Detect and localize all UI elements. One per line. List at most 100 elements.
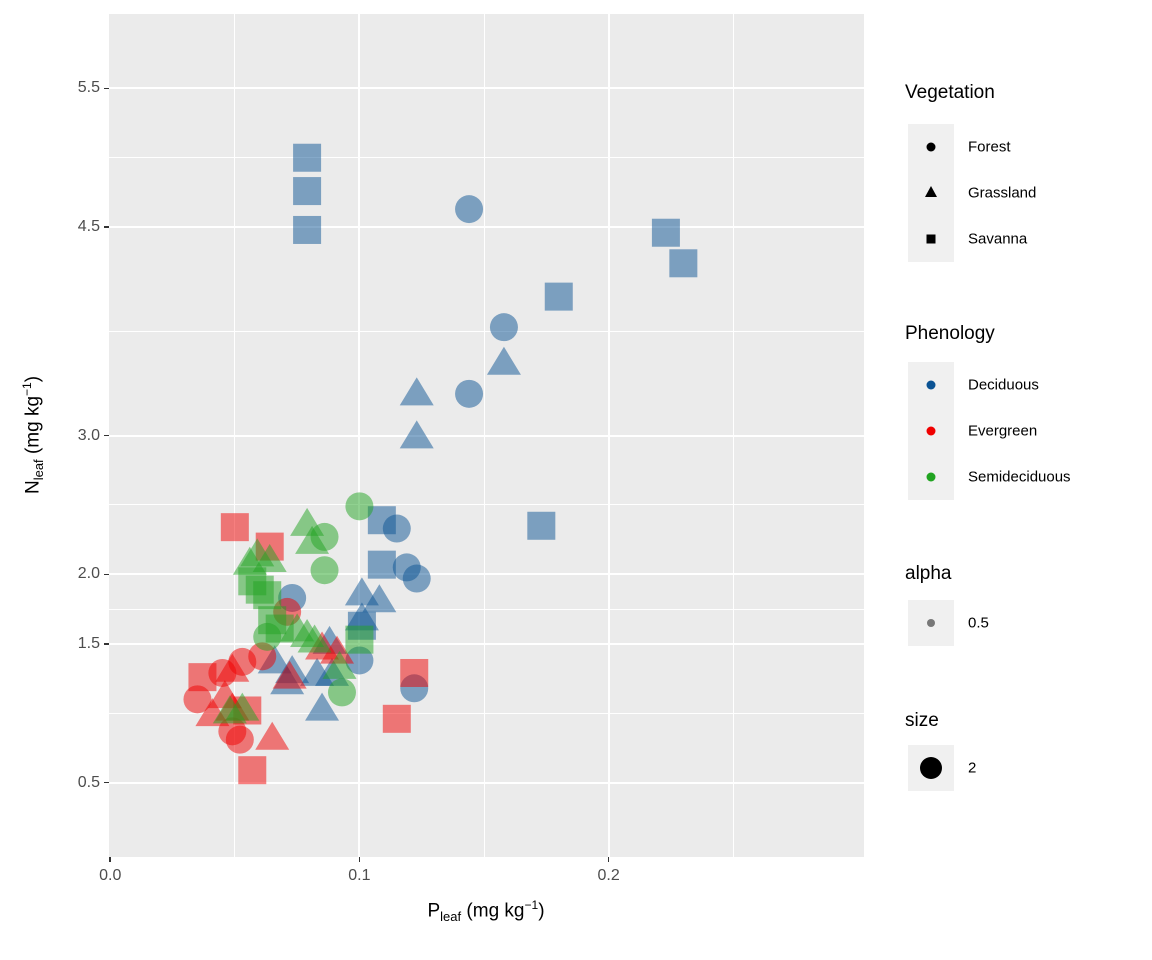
y-tick-label: 5.5 — [77, 79, 100, 97]
triangle-symbol-icon — [925, 186, 937, 197]
gridline-minor — [109, 157, 864, 159]
y-tick-mark — [104, 226, 109, 228]
legend-label-vegetation-0: Forest — [968, 138, 1011, 156]
legend-label-vegetation-1: Grassland — [968, 184, 1037, 202]
x-title-sub: leaf — [440, 909, 462, 925]
point-grassland-evergreen — [319, 635, 354, 664]
point-grassland-semideciduous — [280, 613, 315, 642]
point-savanna-deciduous — [527, 511, 556, 540]
legend-key-alpha-0 — [908, 600, 954, 646]
point-grassland-deciduous — [305, 692, 340, 721]
x-title-mid: (mg kg — [461, 900, 525, 922]
y-title-end: ) — [22, 375, 44, 383]
point-savanna-evergreen — [400, 658, 429, 687]
plot-panel — [109, 14, 864, 857]
point-grassland-evergreen — [215, 653, 250, 682]
point-grassland-semideciduous — [322, 650, 357, 679]
point-forest-semideciduous — [327, 678, 356, 707]
x-tick-mark — [607, 857, 610, 862]
legend-title-size: size — [905, 710, 939, 731]
y-tick-label: 2.0 — [77, 565, 100, 583]
point-savanna-deciduous — [544, 282, 573, 311]
y-title-mid: (mg kg — [22, 395, 44, 460]
circle-symbol-icon — [927, 619, 935, 627]
point-grassland-semideciduous — [290, 507, 325, 536]
point-forest-semideciduous — [310, 556, 339, 585]
legend-label-vegetation-2: Savanna — [968, 230, 1028, 248]
x-tick-label: 0.2 — [597, 867, 620, 884]
point-grassland-evergreen — [272, 660, 307, 689]
point-savanna-deciduous — [293, 143, 322, 172]
point-forest-deciduous — [382, 514, 411, 543]
legend-key-phenology-0 — [908, 362, 954, 408]
point-forest-semideciduous — [345, 492, 374, 521]
gridline-minor — [109, 504, 864, 506]
x-tick-label: 0.1 — [348, 867, 371, 884]
gridline-minor — [109, 712, 864, 714]
gridline-major — [109, 642, 864, 645]
gridline-major — [109, 781, 864, 784]
point-grassland-semideciduous — [297, 624, 332, 653]
circle-symbol-icon — [926, 472, 936, 482]
legend-title-phenology: Phenology — [905, 323, 995, 344]
gridline-major — [109, 573, 864, 576]
x-tick-label: 0.0 — [99, 867, 122, 884]
x-tick-mark — [109, 857, 111, 862]
point-savanna-evergreen — [220, 513, 249, 542]
legend-label-alpha-0: 0.5 — [968, 614, 989, 632]
scatter-points-layer — [183, 143, 698, 785]
point-grassland-deciduous — [399, 377, 434, 406]
y-tick-mark — [104, 434, 109, 437]
gridline-minor — [109, 608, 864, 610]
legend-label-phenology-2: Semideciduous — [968, 468, 1071, 486]
gridline-major — [109, 434, 864, 437]
y-title-sub: leaf — [31, 459, 47, 481]
point-forest-deciduous — [402, 564, 431, 593]
point-forest-deciduous — [455, 379, 484, 408]
circle-symbol-icon — [926, 142, 936, 152]
x-title-sup: −1 — [524, 898, 539, 912]
legend-key-vegetation-1 — [908, 170, 954, 216]
legend-label-phenology-0: Deciduous — [968, 376, 1039, 394]
legend-label-phenology-1: Evergreen — [968, 422, 1038, 440]
gridline-major — [109, 87, 864, 90]
x-tick-mark — [358, 857, 361, 862]
point-grassland-evergreen — [255, 721, 290, 750]
point-forest-semideciduous — [253, 622, 282, 651]
gridline-major — [109, 226, 864, 229]
square-symbol-icon — [926, 234, 936, 244]
y-tick-mark — [104, 87, 109, 90]
legend-title-vegetation: Vegetation — [905, 82, 995, 103]
point-savanna-deciduous — [651, 218, 680, 247]
y-tick-mark — [104, 781, 109, 784]
point-grassland-semideciduous — [295, 525, 330, 554]
legend-key-vegetation-2 — [908, 216, 954, 262]
circle-symbol-icon — [920, 757, 942, 779]
point-grassland-deciduous — [344, 602, 379, 631]
point-savanna-semideciduous — [345, 625, 374, 654]
legend-key-vegetation-0 — [908, 124, 954, 170]
point-savanna-deciduous — [293, 177, 322, 206]
point-savanna-deciduous — [293, 215, 322, 244]
point-forest-deciduous — [489, 313, 518, 342]
point-grassland-semideciduous — [225, 692, 260, 721]
point-grassland-deciduous — [399, 420, 434, 449]
point-savanna-deciduous — [669, 249, 698, 278]
y-axis-title: Nleaf (mg kg−1) — [20, 376, 46, 494]
legend-key-phenology-1 — [908, 408, 954, 454]
y-tick-mark — [104, 573, 109, 576]
y-title-sup: −1 — [19, 382, 34, 396]
point-forest-evergreen — [183, 685, 212, 714]
point-savanna-evergreen — [382, 704, 411, 733]
point-savanna-evergreen — [238, 756, 267, 785]
x-axis-title: Pleaf (mg kg−1) — [427, 898, 544, 924]
x-title-end: ) — [538, 900, 545, 922]
y-title-base: N — [22, 480, 44, 495]
y-tick-label: 1.5 — [77, 634, 100, 652]
point-forest-deciduous — [455, 195, 484, 224]
point-grassland-deciduous — [486, 346, 521, 375]
x-title-base: P — [427, 900, 441, 922]
legend-title-alpha: alpha — [905, 563, 952, 584]
y-tick-mark — [104, 643, 109, 645]
point-savanna-semideciduous — [253, 581, 282, 610]
